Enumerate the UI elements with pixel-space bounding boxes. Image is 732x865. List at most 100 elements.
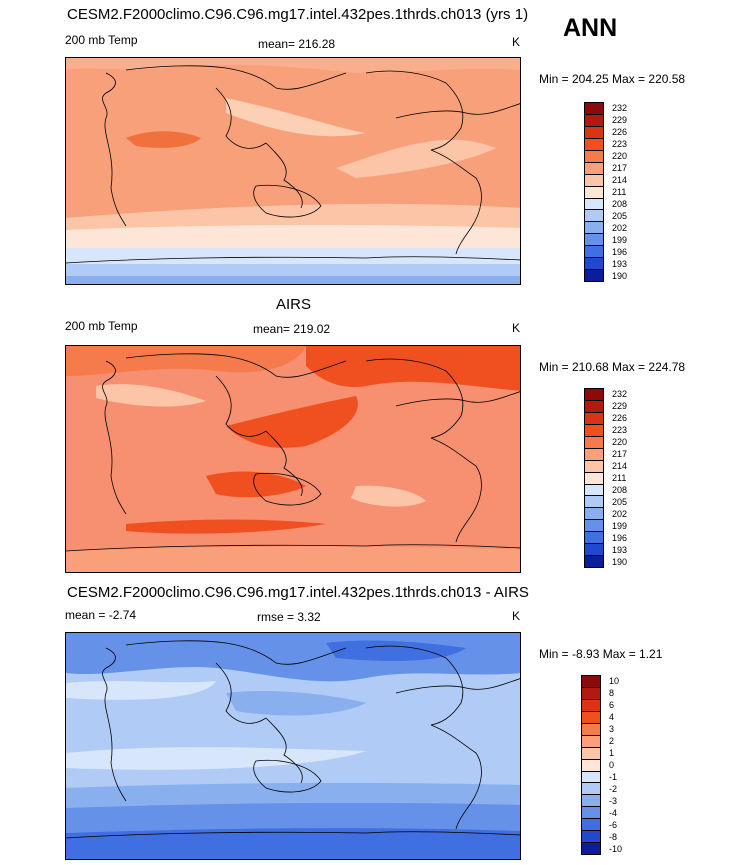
- colorbar-tick-label: 193: [612, 259, 628, 269]
- colorbar-tick-label: 214: [612, 461, 628, 471]
- panel-2-colorbar-labels: 232 229 226 223 220 217 214 211 208 205 202 199 196 1…: [612, 388, 652, 568]
- colorbar-segment: [585, 460, 603, 473]
- coast-3-eurasia-north: [125, 640, 347, 665]
- colorbar-tick-label: 196: [612, 247, 628, 257]
- colorbar-segment: [585, 198, 603, 211]
- panel-1-map: [65, 57, 521, 285]
- colorbar-tick-label: -4: [609, 808, 618, 818]
- panel-3-colorbar-labels: 10 8 6 4 3 2 1 0 -1 -2 -3 -4 -6 -8 -10: [609, 675, 649, 855]
- map-1-warm-patch: [126, 131, 201, 148]
- colorbar-tick-label: 205: [612, 211, 628, 221]
- colorbar-segment: [585, 472, 603, 485]
- coast-1-eurasia-north: [125, 65, 347, 90]
- colorbar-segment: [585, 436, 603, 449]
- coast-1-indochina: [265, 142, 303, 209]
- colorbar-tick-label: 217: [612, 449, 628, 459]
- map-3-mid-band: [226, 691, 366, 716]
- colorbar-segment: [585, 210, 603, 223]
- coast-1-north-america-west: [365, 70, 464, 151]
- coast-3-australia: [253, 759, 322, 793]
- colorbar-segment: [582, 783, 600, 796]
- coast-1-antarctica: [66, 256, 520, 264]
- map-2-australia-warm: [206, 471, 306, 498]
- map-1-antarctic-band-3: [66, 276, 520, 284]
- coast-1-australia: [253, 184, 322, 218]
- colorbar-segment: [585, 496, 603, 509]
- map-1-pacific-cool-band: [336, 139, 496, 178]
- coast-1-south-america: [430, 149, 482, 255]
- colorbar-segment: [582, 676, 600, 688]
- colorbar-tick-label: 6: [609, 700, 615, 710]
- colorbar-tick-label: 223: [612, 139, 628, 149]
- colorbar-tick-label: 226: [612, 413, 628, 423]
- colorbar-tick-label: -6: [609, 820, 618, 830]
- colorbar-segment: [585, 138, 603, 151]
- colorbar-segment: [582, 687, 600, 700]
- coast-3-south-america: [430, 724, 482, 830]
- colorbar-tick-label: 211: [612, 187, 627, 197]
- panel-3-units-label: K: [512, 609, 521, 623]
- coast-3-asia-east: [215, 662, 267, 724]
- panel-2-units-label: K: [512, 321, 521, 335]
- panel-1-variable-label: 200 mb Temp: [65, 33, 138, 47]
- colorbar-segment: [585, 508, 603, 521]
- coast-2-indochina: [265, 430, 303, 497]
- colorbar-segment: [585, 270, 603, 282]
- colorbar-tick-label: 214: [612, 175, 628, 185]
- coast-2-eurasia-north: [125, 353, 347, 378]
- coast-2-australia: [253, 472, 322, 506]
- colorbar-tick-label: -1: [609, 772, 618, 782]
- panel-2-mean-label: mean= 219.02: [253, 322, 331, 336]
- map-3-coastlines: [66, 640, 520, 839]
- colorbar-tick-label: 208: [612, 485, 628, 495]
- map-2-arctic-warm: [306, 346, 520, 391]
- coast-2-south-america: [430, 437, 482, 543]
- colorbar-segment: [582, 735, 600, 748]
- panel-3-minmax-label: Min = -8.93 Max = 1.21: [539, 647, 663, 661]
- colorbar-segment: [585, 103, 603, 115]
- colorbar-tick-label: 217: [612, 163, 628, 173]
- colorbar-tick-label: 2: [609, 736, 615, 746]
- colorbar-segment: [585, 258, 603, 271]
- colorbar-segment: [585, 150, 603, 163]
- panel-1-colorbar: [584, 102, 604, 282]
- panel-3-colorbar: [581, 675, 601, 855]
- colorbar-tick-label: 202: [612, 223, 628, 233]
- colorbar-segment: [585, 389, 603, 401]
- map-3-southern-mid: [66, 782, 520, 808]
- panel-1-map-svg: [66, 58, 520, 284]
- coast-1-north-america-east: [395, 103, 520, 119]
- colorbar-segment: [585, 174, 603, 187]
- colorbar-segment: [582, 819, 600, 832]
- colorbar-segment: [585, 424, 603, 437]
- map-2-coastlines: [66, 353, 520, 552]
- panel-2-minmax-label: Min = 210.68 Max = 224.78: [539, 360, 686, 374]
- map-3-antarctic-cold: [66, 828, 520, 859]
- panel-1-mean-label: mean= 216.28: [258, 37, 336, 51]
- panel-1-units-label: K: [512, 35, 521, 49]
- colorbar-segment: [582, 711, 600, 724]
- colorbar-tick-label: 190: [612, 271, 628, 281]
- map-2-southern-warm: [126, 519, 326, 534]
- colorbar-tick-label: -10: [609, 844, 623, 854]
- colorbar-tick-label: 8: [609, 688, 615, 698]
- panel-1-minmax-label: Min = 204.25 Max = 220.58: [539, 72, 686, 86]
- map-2-east-pacific-cool: [351, 485, 426, 507]
- colorbar-tick-label: 4: [609, 712, 615, 722]
- colorbar-tick-label: -2: [609, 784, 618, 794]
- colorbar-tick-label: -3: [609, 796, 618, 806]
- colorbar-segment: [585, 186, 603, 199]
- colorbar-segment: [585, 162, 603, 175]
- colorbar-tick-label: 3: [609, 724, 615, 734]
- colorbar-segment: [585, 400, 603, 413]
- coast-3-indochina: [265, 717, 303, 784]
- colorbar-segment: [585, 222, 603, 235]
- coast-1-africa-europe: [102, 72, 127, 227]
- colorbar-segment: [585, 412, 603, 425]
- colorbar-segment: [585, 246, 603, 259]
- colorbar-tick-label: 196: [612, 533, 628, 543]
- colorbar-segment: [582, 723, 600, 736]
- coast-2-north-america-east: [395, 391, 520, 407]
- panel-3-map: [65, 632, 521, 860]
- colorbar-segment: [585, 532, 603, 545]
